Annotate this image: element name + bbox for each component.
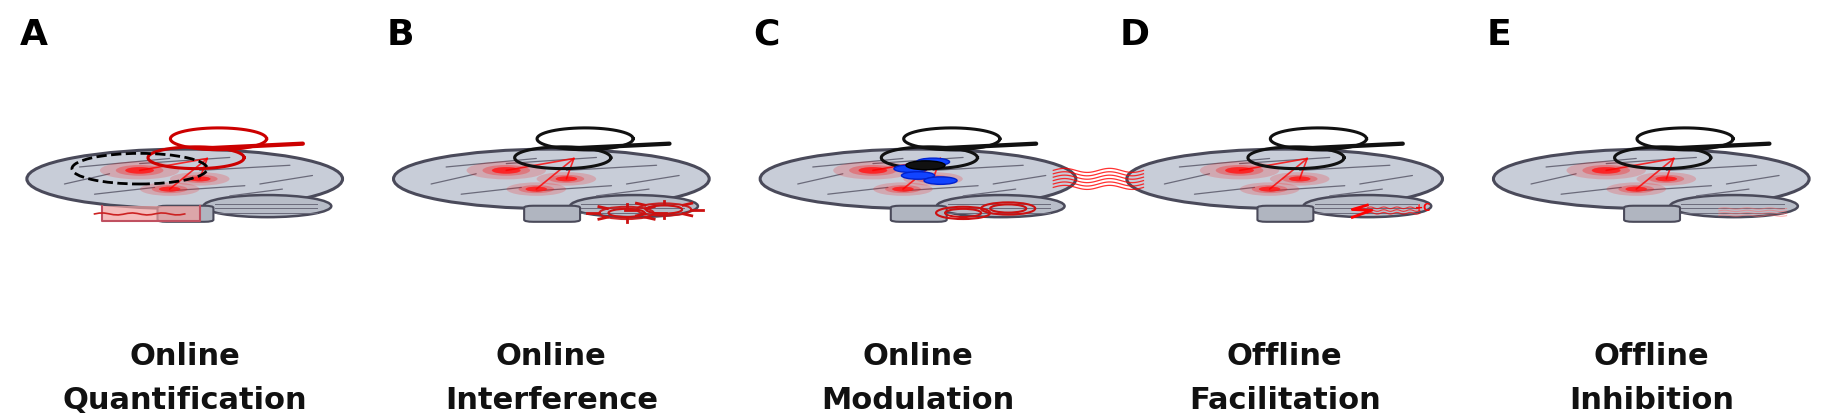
Text: C: C xyxy=(753,18,780,52)
Ellipse shape xyxy=(204,195,330,217)
Ellipse shape xyxy=(936,195,1065,217)
Circle shape xyxy=(1583,165,1630,176)
FancyBboxPatch shape xyxy=(1625,206,1680,222)
Circle shape xyxy=(905,161,946,170)
Circle shape xyxy=(859,167,887,173)
Circle shape xyxy=(903,172,962,186)
Text: Online: Online xyxy=(496,342,606,371)
Ellipse shape xyxy=(393,149,709,209)
Circle shape xyxy=(892,186,914,192)
Circle shape xyxy=(1649,175,1684,183)
Circle shape xyxy=(1226,167,1254,173)
Circle shape xyxy=(1592,167,1619,173)
Circle shape xyxy=(152,185,187,193)
Circle shape xyxy=(1239,182,1300,196)
Text: Inhibition: Inhibition xyxy=(1568,386,1733,415)
Circle shape xyxy=(466,161,545,179)
Circle shape xyxy=(160,187,180,192)
Circle shape xyxy=(848,165,896,176)
Text: Modulation: Modulation xyxy=(821,386,1015,415)
FancyBboxPatch shape xyxy=(158,206,213,222)
Circle shape xyxy=(874,182,933,196)
Circle shape xyxy=(892,187,912,192)
Circle shape xyxy=(483,165,531,176)
Circle shape xyxy=(1271,172,1329,186)
Circle shape xyxy=(507,182,565,196)
Circle shape xyxy=(99,161,180,179)
Circle shape xyxy=(525,186,547,192)
Circle shape xyxy=(1627,187,1647,192)
Text: Offline: Offline xyxy=(1226,342,1342,371)
Circle shape xyxy=(834,161,912,179)
Circle shape xyxy=(885,185,922,193)
Circle shape xyxy=(1289,176,1311,181)
Circle shape xyxy=(525,187,547,192)
Ellipse shape xyxy=(1493,149,1808,209)
Circle shape xyxy=(1625,186,1647,192)
Circle shape xyxy=(1215,165,1263,176)
Circle shape xyxy=(1259,187,1280,192)
FancyBboxPatch shape xyxy=(890,206,947,222)
Circle shape xyxy=(549,175,584,183)
Ellipse shape xyxy=(760,149,1076,209)
Circle shape xyxy=(125,167,154,173)
Circle shape xyxy=(1225,167,1254,173)
Text: A: A xyxy=(20,18,48,52)
Text: B: B xyxy=(386,18,413,52)
Circle shape xyxy=(1618,185,1654,193)
Circle shape xyxy=(916,158,949,165)
Circle shape xyxy=(1289,176,1311,181)
Ellipse shape xyxy=(1671,195,1797,217)
Ellipse shape xyxy=(571,195,698,217)
Circle shape xyxy=(125,167,154,173)
Circle shape xyxy=(901,172,935,179)
Circle shape xyxy=(182,175,218,183)
Circle shape xyxy=(1252,185,1287,193)
Ellipse shape xyxy=(1304,195,1432,217)
Circle shape xyxy=(171,172,230,186)
Circle shape xyxy=(556,176,577,181)
Circle shape xyxy=(1606,182,1665,196)
Circle shape xyxy=(1259,186,1280,192)
Circle shape xyxy=(1656,176,1676,181)
Text: +C: +C xyxy=(1416,204,1430,213)
Circle shape xyxy=(1201,161,1280,179)
Ellipse shape xyxy=(28,149,343,209)
Circle shape xyxy=(116,165,163,176)
Circle shape xyxy=(518,185,554,193)
FancyBboxPatch shape xyxy=(523,206,580,222)
Circle shape xyxy=(189,176,209,181)
Circle shape xyxy=(914,175,951,183)
Circle shape xyxy=(492,167,520,173)
Circle shape xyxy=(160,186,180,192)
Circle shape xyxy=(1282,175,1318,183)
Circle shape xyxy=(140,182,200,196)
Circle shape xyxy=(1656,176,1676,181)
Text: Online: Online xyxy=(863,342,973,371)
Text: D: D xyxy=(1120,18,1149,52)
FancyBboxPatch shape xyxy=(1258,206,1313,222)
Circle shape xyxy=(189,176,211,181)
Circle shape xyxy=(1592,167,1621,173)
Circle shape xyxy=(536,172,597,186)
Text: Online: Online xyxy=(129,342,241,371)
Text: E: E xyxy=(1487,18,1511,52)
Circle shape xyxy=(924,177,957,184)
Text: Facilitation: Facilitation xyxy=(1188,386,1381,415)
Text: Interference: Interference xyxy=(444,386,657,415)
Text: Offline: Offline xyxy=(1594,342,1709,371)
Circle shape xyxy=(556,176,577,181)
Circle shape xyxy=(1636,172,1696,186)
Circle shape xyxy=(894,165,927,173)
Text: Quantification: Quantification xyxy=(62,386,307,415)
Circle shape xyxy=(1566,161,1645,179)
Ellipse shape xyxy=(1127,149,1443,209)
Circle shape xyxy=(924,176,944,181)
Circle shape xyxy=(859,167,887,173)
Circle shape xyxy=(492,167,521,173)
Circle shape xyxy=(922,176,944,181)
